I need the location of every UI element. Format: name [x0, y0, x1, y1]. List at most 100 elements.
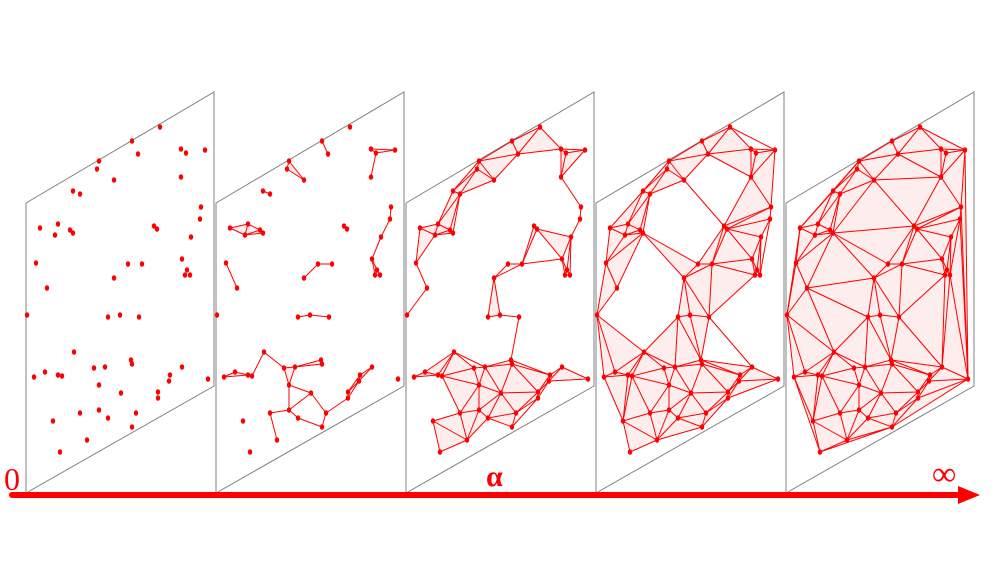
sample-point: [505, 261, 511, 267]
simplex-edge: [711, 228, 728, 265]
simplex-edge: [517, 126, 541, 155]
simplex-edge: [812, 420, 821, 453]
sample-point: [791, 374, 797, 380]
simplex-edge: [511, 363, 551, 376]
simplex-triangle: [787, 263, 807, 315]
simplex-edge: [700, 316, 710, 361]
simplex-edge: [751, 366, 779, 380]
simplex-edge: [466, 409, 480, 441]
simplex-edge: [786, 314, 806, 373]
sample-point: [197, 216, 203, 222]
simplex-edge: [839, 409, 860, 414]
axis-alpha-label: α: [486, 460, 503, 493]
simplex-triangle: [942, 275, 968, 379]
simplex-edge: [649, 384, 670, 414]
sample-point: [784, 312, 790, 318]
sample-point: [749, 364, 755, 370]
simplex-edge: [487, 417, 513, 428]
simplex-triangle: [435, 224, 450, 235]
simplex-edge: [864, 359, 892, 368]
sample-point: [752, 272, 758, 278]
simplex-edge: [864, 363, 893, 368]
sample-point: [301, 177, 307, 183]
simplex-edge: [631, 375, 651, 414]
simplex-edge: [804, 351, 835, 373]
simplex-edge: [432, 420, 468, 441]
simplex-edge: [821, 375, 860, 386]
simplex-edge: [750, 149, 776, 178]
simplex-edge: [596, 314, 605, 378]
simplex-edge: [726, 206, 772, 230]
sample-point: [537, 124, 543, 130]
sample-point: [497, 312, 503, 318]
sample-point: [377, 272, 383, 278]
simplex-triangle: [433, 421, 467, 452]
simplex-edge: [244, 229, 261, 236]
simplex-edge: [668, 384, 692, 394]
simplex-edge: [832, 193, 841, 234]
simplex-edge: [928, 366, 943, 382]
simplex-edge: [663, 367, 670, 386]
simplex-edge: [627, 351, 645, 376]
sample-point: [509, 138, 515, 144]
simplex-triangle: [433, 413, 467, 440]
simplex-edge: [755, 149, 776, 154]
sample-point: [136, 314, 142, 320]
simplex-triangle: [917, 219, 960, 237]
simplex-edge: [897, 126, 921, 155]
simplex-triangle: [625, 224, 640, 235]
simplex-edge: [913, 176, 942, 227]
simplex-triangle: [807, 278, 874, 317]
simplex-edge: [569, 236, 572, 276]
simplex-edge: [609, 227, 626, 236]
sample-point: [182, 272, 188, 278]
sample-point: [641, 349, 647, 355]
simplex-triangle: [727, 219, 770, 237]
simplex-edge: [898, 316, 943, 368]
simplex-edge: [708, 274, 756, 318]
sample-point: [516, 314, 522, 320]
simplex-edge: [605, 234, 626, 264]
sample-point: [558, 146, 564, 152]
simplex-edge: [441, 351, 455, 377]
sample-point: [345, 389, 351, 395]
sample-point: [267, 191, 273, 197]
sample-point: [509, 361, 515, 367]
simplex-edge: [700, 359, 753, 368]
simplex-edge: [821, 367, 855, 377]
sample-point: [927, 372, 933, 378]
simplex-triangle: [691, 364, 728, 393]
sample-point: [817, 449, 823, 455]
sample-point: [447, 227, 453, 233]
sample-point: [94, 166, 100, 172]
sample-point: [706, 314, 712, 320]
simplex-triangle: [942, 237, 951, 270]
simplex-edge: [441, 375, 480, 386]
sample-point: [55, 221, 61, 227]
simplex-edge: [683, 263, 713, 279]
sample-point: [247, 449, 253, 455]
simplex-edge: [510, 359, 551, 376]
simplex-triangle: [833, 233, 888, 278]
simplex-edge: [880, 391, 919, 394]
simplex-edge: [941, 236, 952, 260]
sample-point: [315, 261, 321, 267]
simplex-edge: [917, 380, 930, 393]
sample-point: [695, 261, 701, 267]
simplex-edge: [880, 363, 893, 394]
simplex-triangle: [702, 127, 730, 154]
simplex-triangle: [623, 421, 657, 452]
simplex-edge: [786, 227, 801, 316]
sample-point: [129, 424, 135, 430]
sample-point: [547, 372, 553, 378]
sample-point: [281, 365, 287, 371]
sample-point: [437, 449, 443, 455]
simplex-edge: [609, 223, 629, 229]
simplex-edge: [806, 287, 835, 353]
simplex-triangle: [485, 364, 512, 393]
simplex-edge: [814, 229, 831, 236]
sample-point: [758, 234, 764, 240]
simplex-edge: [668, 153, 709, 162]
sample-point: [965, 376, 971, 382]
simplex-triangle: [604, 372, 628, 377]
